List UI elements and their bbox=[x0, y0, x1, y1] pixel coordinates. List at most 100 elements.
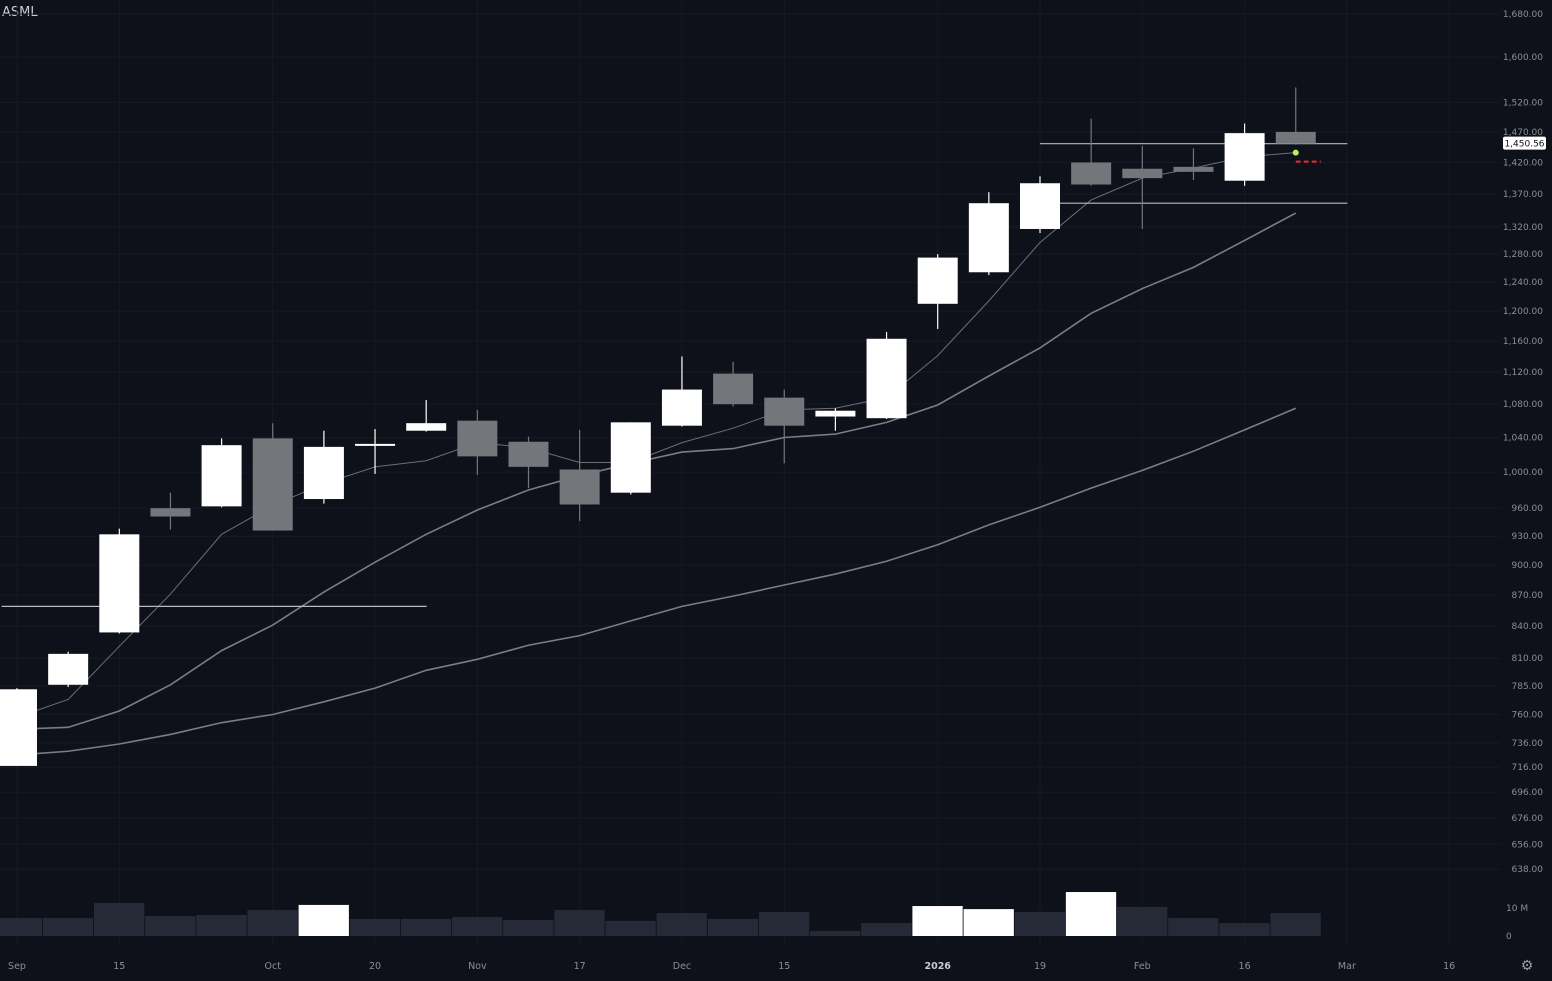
moving-average-line bbox=[34, 407, 1297, 755]
x-tick-label: 15 bbox=[778, 961, 790, 972]
volume-bar bbox=[247, 909, 298, 936]
x-tick-label: 17 bbox=[574, 961, 586, 972]
y-tick-label: 1,000.00 bbox=[1503, 468, 1543, 478]
candle bbox=[48, 651, 89, 688]
candle bbox=[815, 408, 856, 431]
y-tick-label: 870.00 bbox=[1512, 591, 1544, 601]
y-tick-label: 716.00 bbox=[1512, 763, 1544, 773]
y-tick-label: 1,520.00 bbox=[1503, 98, 1543, 108]
candle-body bbox=[508, 441, 549, 467]
candle bbox=[764, 389, 805, 464]
candle bbox=[917, 254, 958, 329]
y-tick-label: 638.00 bbox=[1512, 865, 1544, 875]
y-tick-label: 676.00 bbox=[1512, 814, 1544, 824]
y-tick-label: 1,680.00 bbox=[1503, 10, 1543, 20]
volume-bar bbox=[145, 916, 196, 936]
x-tick-label: Oct bbox=[265, 961, 282, 972]
candle-body bbox=[968, 203, 1009, 273]
y-tick-label: 1,600.00 bbox=[1503, 53, 1543, 63]
candle bbox=[610, 422, 651, 495]
candle-body bbox=[303, 446, 344, 500]
y-tick-label: 736.00 bbox=[1512, 739, 1544, 749]
y-tick-label: 1,200.00 bbox=[1503, 307, 1543, 317]
candle-body bbox=[48, 653, 89, 685]
candle-body bbox=[150, 508, 191, 517]
last-price-label: 1,450.56 bbox=[1504, 140, 1544, 150]
x-tick-label: Nov bbox=[468, 961, 487, 972]
y-tick-label: 696.00 bbox=[1512, 788, 1544, 798]
candle bbox=[303, 430, 344, 504]
volume-bar bbox=[1117, 906, 1168, 936]
volume-bar bbox=[298, 904, 349, 936]
volume-bar bbox=[554, 909, 605, 936]
moving-average-line bbox=[34, 212, 1297, 730]
x-tick-label: 16 bbox=[1239, 961, 1251, 972]
candle bbox=[1071, 118, 1112, 186]
y-tick-label: 1,040.00 bbox=[1503, 433, 1543, 443]
candle-body bbox=[457, 420, 498, 457]
candle bbox=[457, 409, 498, 475]
volume-bar bbox=[758, 911, 810, 936]
candle-body bbox=[610, 422, 651, 493]
volume-bar bbox=[1014, 911, 1065, 936]
volume-bar bbox=[1168, 918, 1219, 936]
y-tick-label: 900.00 bbox=[1512, 561, 1544, 571]
candle bbox=[1020, 176, 1060, 234]
y-tick-label: 1,160.00 bbox=[1503, 337, 1543, 347]
candle bbox=[1275, 87, 1316, 145]
price-marker-dot bbox=[1292, 149, 1299, 156]
candle bbox=[713, 361, 754, 407]
volume-bar bbox=[810, 930, 861, 936]
volume-bar bbox=[1065, 892, 1117, 936]
volume-tick-label: 0 bbox=[1506, 932, 1512, 942]
candle-body bbox=[0, 689, 37, 766]
volume-bar bbox=[963, 909, 1014, 936]
y-tick-label: 1,420.00 bbox=[1503, 158, 1543, 168]
y-tick-label: 1,080.00 bbox=[1503, 400, 1543, 410]
volume-bar bbox=[94, 902, 145, 936]
x-tick-label: Dec bbox=[673, 961, 691, 972]
y-tick-label: 930.00 bbox=[1512, 532, 1544, 542]
volume-bar bbox=[861, 923, 912, 936]
y-tick-label: 1,470.00 bbox=[1503, 128, 1543, 138]
candle bbox=[150, 492, 191, 530]
candle-body bbox=[355, 443, 396, 446]
volume-bar bbox=[605, 920, 656, 936]
volume-bar bbox=[196, 915, 247, 936]
candle bbox=[406, 400, 447, 432]
candle-body bbox=[866, 338, 907, 419]
gear-icon[interactable]: ⚙ bbox=[1520, 958, 1534, 974]
candle-body bbox=[764, 397, 805, 426]
symbol-title: ASML bbox=[2, 5, 38, 20]
candle bbox=[559, 429, 600, 522]
candle bbox=[866, 331, 907, 420]
volume-bar bbox=[1270, 913, 1321, 936]
candle bbox=[968, 192, 1009, 276]
y-tick-label: 656.00 bbox=[1512, 840, 1544, 850]
candle bbox=[99, 528, 140, 634]
candle-body bbox=[99, 534, 140, 633]
y-tick-label: 760.00 bbox=[1512, 710, 1544, 720]
x-tick-label: Feb bbox=[1134, 961, 1151, 972]
candle-body bbox=[1275, 131, 1316, 144]
candle-body bbox=[559, 469, 600, 505]
volume-bar bbox=[349, 918, 401, 936]
y-tick-label: 1,280.00 bbox=[1503, 250, 1543, 260]
volume-bar bbox=[912, 906, 963, 936]
candle bbox=[508, 436, 549, 489]
volume-bar bbox=[400, 918, 452, 936]
volume-bar bbox=[656, 913, 707, 936]
y-tick-label: 810.00 bbox=[1512, 654, 1544, 664]
volume-bar bbox=[707, 918, 759, 936]
candle bbox=[1122, 145, 1163, 229]
x-tick-label: 2026 bbox=[924, 961, 951, 972]
candle-body bbox=[1122, 168, 1163, 179]
candle-body bbox=[1020, 183, 1060, 229]
candle bbox=[355, 429, 396, 474]
candle bbox=[661, 356, 702, 427]
candle-body bbox=[713, 373, 754, 405]
candle bbox=[0, 688, 37, 766]
moving-average-line bbox=[34, 152, 1296, 712]
candle-body bbox=[1173, 166, 1214, 172]
